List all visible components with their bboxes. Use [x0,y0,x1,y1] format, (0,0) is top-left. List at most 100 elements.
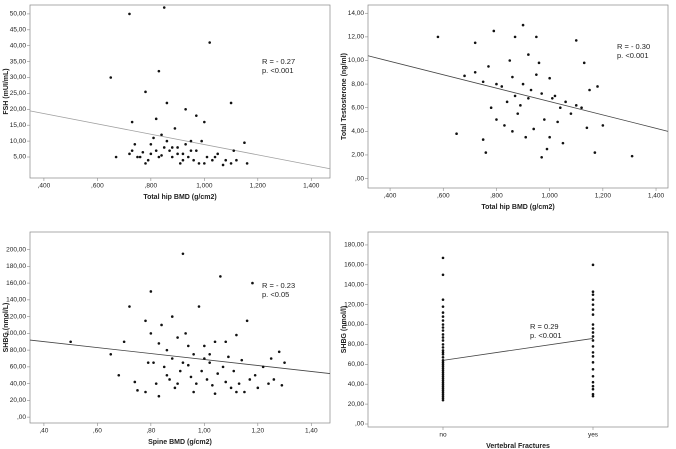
data-point [237,382,241,385]
data-point [136,155,139,159]
data-point [152,136,155,140]
data-point [527,96,530,100]
data-point [157,69,161,73]
data-point [591,263,595,267]
data-point [128,12,131,16]
data-point [591,361,595,364]
data-point [489,106,493,110]
data-point [591,339,595,342]
data-point [591,313,595,316]
data-point [529,88,533,92]
data-point [165,348,169,352]
data-point [441,367,445,370]
y-tick-label: 40,00 [10,42,27,49]
data-point [596,85,599,88]
data-point [213,340,217,344]
data-point [240,358,244,362]
data-point [441,353,445,356]
x-tick-label: 1,40 [305,428,318,435]
data-point [535,35,538,39]
y-tick-label: 180,00 [344,242,364,249]
data-point [117,373,121,377]
data-point [591,374,595,378]
data-point [481,138,485,141]
data-point [441,298,445,301]
data-point [548,76,551,80]
data-point [160,133,163,137]
data-point [162,365,166,369]
data-point [495,82,498,86]
data-point [208,41,211,44]
data-point [146,361,150,364]
data-point [181,361,185,364]
data-point [253,373,257,377]
data-point [141,150,145,154]
y-tick-label: 20,00 [10,397,27,404]
data-point [473,41,477,45]
annotation: p. <0.05 [262,290,289,299]
data-point [109,76,113,79]
data-point [197,305,201,308]
data-point [503,124,506,127]
data-point [545,147,549,151]
y-tick-label: 40,00 [348,381,365,388]
data-point [176,152,179,156]
data-point [186,344,190,348]
annotation: p. <0.001 [262,66,294,75]
data-point [580,106,583,110]
x-tick-label: no [439,432,447,439]
y-tick-label: 60,00 [348,361,365,368]
x-axis-title: Vertebral Fractures [486,443,550,449]
data-point [593,151,597,154]
data-point [165,373,169,377]
data-point [272,378,276,381]
data-point [551,96,554,100]
data-point [527,53,530,56]
data-point [224,380,228,384]
data-point [516,112,520,115]
y-tick-label: 10,00 [10,138,27,145]
data-point [441,333,445,336]
data-point [211,384,214,387]
data-point [186,363,190,367]
data-point [441,376,445,380]
data-point [235,333,238,337]
data-point [200,139,203,143]
data-point [591,323,595,326]
data-point [192,390,195,394]
data-point [540,92,543,95]
data-point [109,353,113,356]
data-point [181,158,185,162]
data-point [519,104,522,107]
data-point [441,359,445,362]
y-tick-label: 200,00 [6,246,26,253]
data-point [245,319,249,323]
data-point [556,120,559,124]
data-point [232,149,236,152]
data-point [591,290,595,293]
annotation: p. <0.001 [617,51,649,60]
data-point [436,35,440,39]
data-point [208,361,211,364]
y-tick-label: 100,00 [6,330,26,337]
data-point [205,378,209,381]
y-axis-title: FSH (mUI/mL) [3,68,10,114]
data-point [441,372,445,376]
data-point [591,380,595,384]
data-point [170,146,174,149]
data-point [154,117,158,121]
data-point [203,120,206,124]
y-tick-label: 120,00 [344,301,364,308]
data-point [441,363,445,366]
plot-frame [367,4,669,189]
plot-frame [367,231,669,428]
data-point [441,349,445,352]
x-axis-title: Spine BMD (g/cm2) [148,439,212,446]
data-point [441,390,445,394]
data-point [463,74,466,78]
data-point [558,106,562,110]
data-point [133,142,137,146]
data-point [441,323,445,326]
data-point [564,100,567,104]
